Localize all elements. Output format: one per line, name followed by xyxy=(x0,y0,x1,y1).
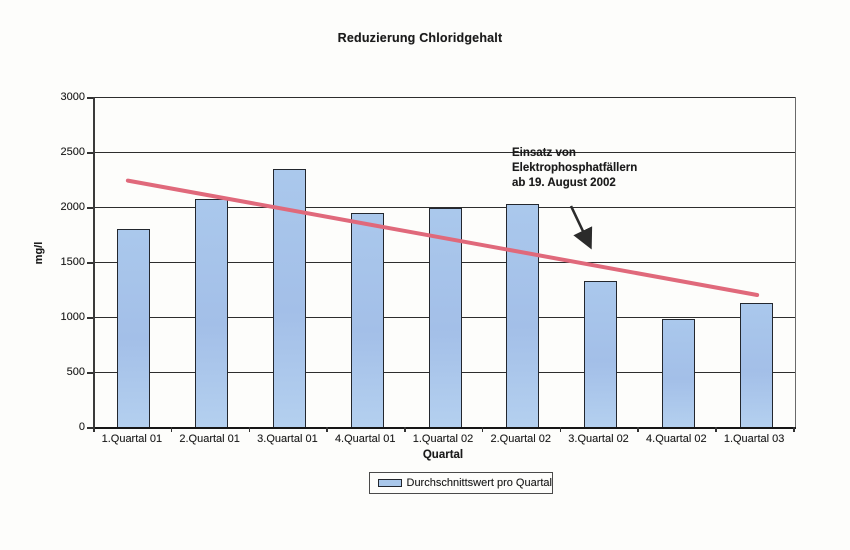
annotation-text: Einsatz von Elektrophosphatfällern ab 19… xyxy=(512,146,712,191)
x-tick-label-3: 3.Quartal 01 xyxy=(257,433,318,445)
legend-swatch xyxy=(378,479,402,487)
bar-4-quartal-01 xyxy=(350,212,384,427)
x-axis-line xyxy=(93,427,796,429)
annotation-line-2: Elektrophosphatfällern xyxy=(512,162,638,174)
x-tick-mark xyxy=(637,427,639,432)
gridline-2500 xyxy=(95,152,795,153)
x-tick-mark xyxy=(559,427,562,432)
y-tick-mark xyxy=(87,317,93,319)
y-tick-label-2000: 2000 xyxy=(60,201,85,213)
bar-3-quartal-02 xyxy=(584,280,618,427)
bar-1-quartal-02 xyxy=(428,208,462,427)
bar-1-quartal-01 xyxy=(117,229,151,427)
x-tick-mark xyxy=(404,427,406,432)
y-tick-label-1500: 1500 xyxy=(60,256,85,268)
x-tick-mark xyxy=(715,427,717,432)
x-tick-mark xyxy=(481,427,484,432)
y-tick-label-2500: 2500 xyxy=(60,146,85,158)
x-tick-mark xyxy=(170,427,173,432)
y-tick-mark xyxy=(87,152,93,154)
bar-4-quartal-02 xyxy=(661,319,695,427)
x-tick-label-1: 1.Quartal 01 xyxy=(101,433,163,445)
legend-label: Durchschnittswert pro Quartal xyxy=(406,477,553,489)
x-tick-label-2: 2.Quartal 01 xyxy=(179,433,240,445)
annotation-line-1: Einsatz von xyxy=(512,147,576,159)
y-tick-mark xyxy=(87,372,93,374)
x-tick-label-5: 1.Quartal 02 xyxy=(412,433,474,445)
y-tick-mark xyxy=(87,97,93,99)
bar-1-quartal-03 xyxy=(739,302,773,427)
y-tick-mark xyxy=(87,427,93,429)
y-axis-title: mg/l xyxy=(33,241,45,265)
y-tick-label-500: 500 xyxy=(66,366,85,378)
x-tick-label-6: 2.Quartal 02 xyxy=(490,433,552,445)
x-tick-label-7: 3.Quartal 02 xyxy=(568,433,629,445)
chart-legend: Durchschnittswert pro Quartal xyxy=(369,472,553,494)
bar-2-quartal-01 xyxy=(195,199,229,427)
x-tick-mark xyxy=(248,427,251,432)
x-tick-label-4: 4.Quartal 01 xyxy=(334,433,396,445)
gridline-3000 xyxy=(95,97,795,98)
annotation-line-3: ab 19. August 2002 xyxy=(512,177,616,189)
x-tick-mark xyxy=(793,427,795,432)
x-tick-label-9: 1.Quartal 03 xyxy=(723,433,785,445)
y-tick-label-0: 0 xyxy=(78,421,85,433)
bar-2-quartal-02 xyxy=(506,203,540,427)
x-tick-mark xyxy=(93,427,95,432)
y-tick-mark xyxy=(87,262,93,264)
x-axis-title: Quartal xyxy=(422,449,464,461)
y-tick-mark xyxy=(87,207,93,209)
y-tick-label-3000: 3000 xyxy=(60,91,85,103)
chart-title: Reduzierung Chloridgehalt xyxy=(337,31,503,45)
x-tick-label-8: 4.Quartal 02 xyxy=(646,433,707,445)
bar-3-quartal-01 xyxy=(272,168,306,427)
x-tick-mark xyxy=(326,427,328,432)
y-tick-label-1000: 1000 xyxy=(60,311,85,323)
